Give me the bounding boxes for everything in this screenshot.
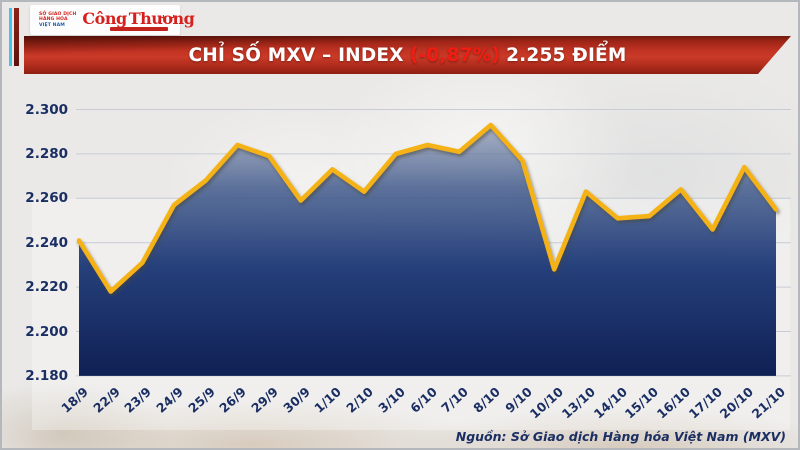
mxv-logo-line2: HÀNG HÓA [39,17,68,23]
index-area-fill [79,125,776,376]
accent-stripe-red [14,8,19,66]
title-banner: CHỈ SỐ MXV – INDEX (-0,87%) 2.255 ĐIỂM [24,36,791,74]
congthuong-logo-text: Công Thương [82,8,195,28]
y-tick-label: 2.260 [25,190,68,207]
y-tick-label: 2.300 [25,101,68,118]
logo-card: SỞ GIAO DỊCH HÀNG HÓA VIỆT NAM Công Thươ… [30,5,195,35]
mxv-logo-line1: SỞ GIAO DỊCH [39,11,77,17]
chart-title-main: CHỈ SỐ MXV – INDEX [188,44,404,66]
source-credit: Nguồn: Sở Giao dịch Hàng hóa Việt Nam (M… [455,429,786,444]
chart-title-value: 2.255 ĐIỂM [506,44,627,66]
y-tick-label: 2.240 [25,234,68,251]
congthuong-logo: Công Thương [82,8,195,31]
y-tick-label: 2.280 [25,145,68,162]
index-line [76,122,779,294]
y-tick-label: 2.200 [25,323,68,340]
mxv-logo-text: SỞ GIAO DỊCH HÀNG HÓA VIỆT NAM [39,12,76,29]
y-tick-label: 2.180 [25,367,68,384]
chart-title-change: (-0,87%) [409,44,501,66]
y-tick-label: 2.220 [25,279,68,296]
chart-title: CHỈ SỐ MXV – INDEX (-0,87%) 2.255 ĐIỂM [189,45,627,66]
mxv-logo-line3: VIỆT NAM [39,22,65,28]
accent-stripe-cyan [9,8,12,66]
congthuong-tagline-bar [110,26,169,31]
